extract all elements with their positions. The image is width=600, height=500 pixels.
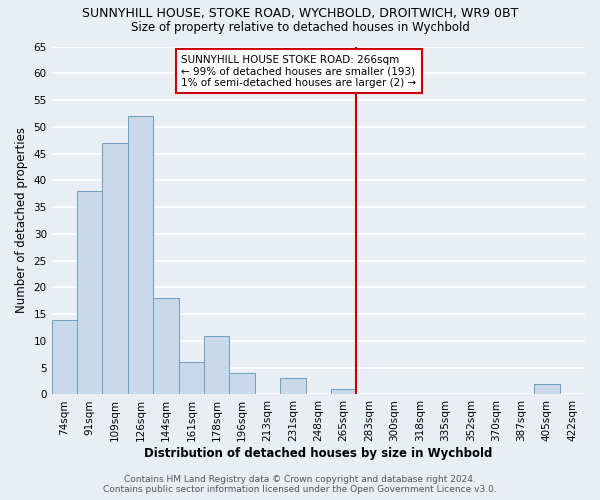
Text: Size of property relative to detached houses in Wychbold: Size of property relative to detached ho…	[131, 21, 469, 34]
Bar	[52, 320, 77, 394]
Bar	[280, 378, 305, 394]
Bar	[179, 362, 204, 394]
Text: SUNNYHILL HOUSE STOKE ROAD: 266sqm
← 99% of detached houses are smaller (193)
1%: SUNNYHILL HOUSE STOKE ROAD: 266sqm ← 99%…	[181, 54, 416, 88]
Y-axis label: Number of detached properties: Number of detached properties	[15, 128, 28, 314]
Bar	[103, 143, 128, 395]
X-axis label: Distribution of detached houses by size in Wychbold: Distribution of detached houses by size …	[144, 447, 493, 460]
Bar	[128, 116, 153, 394]
Bar	[331, 389, 356, 394]
Bar	[204, 336, 229, 394]
Bar	[229, 373, 255, 394]
Text: Contains HM Land Registry data © Crown copyright and database right 2024.
Contai: Contains HM Land Registry data © Crown c…	[103, 474, 497, 494]
Bar	[534, 384, 560, 394]
Bar	[153, 298, 179, 394]
Text: SUNNYHILL HOUSE, STOKE ROAD, WYCHBOLD, DROITWICH, WR9 0BT: SUNNYHILL HOUSE, STOKE ROAD, WYCHBOLD, D…	[82, 8, 518, 20]
Bar	[77, 191, 103, 394]
